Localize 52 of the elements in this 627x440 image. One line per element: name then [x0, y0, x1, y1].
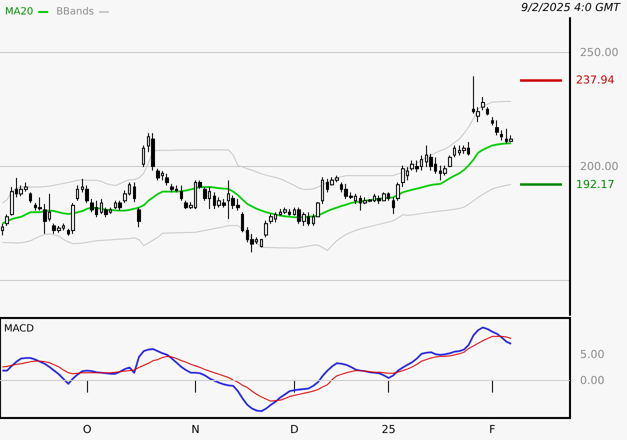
candlestick [241, 212, 244, 233]
text: 9/2/2025 4:0 GMT [521, 1, 622, 14]
candlestick [180, 184, 183, 202]
candlestick [448, 155, 452, 168]
candlestick [443, 165, 447, 176]
ref-line-label: 192.17 [576, 178, 614, 191]
candlestick [269, 214, 273, 224]
line-series [2, 184, 512, 252]
candlestick [396, 182, 400, 202]
line-series [2, 336, 512, 402]
candlestick [156, 168, 160, 181]
candlestick [491, 116, 494, 126]
x-tick-label: F [489, 423, 496, 436]
x-tick-label: N [191, 423, 200, 436]
candlestick [118, 200, 122, 212]
candlestick [5, 214, 9, 226]
legend-label: BBands [56, 6, 94, 18]
candlestick [29, 192, 32, 204]
candlestick [283, 207, 287, 215]
y-tick-label: 0.00 [580, 374, 604, 388]
candlestick [165, 173, 169, 186]
candlestick [38, 196, 42, 212]
x-tick-label: D [290, 423, 299, 436]
candlestick [71, 202, 75, 234]
candlestick [90, 198, 94, 213]
candlestick [76, 184, 79, 202]
candlestick [481, 96, 485, 111]
candlestick [500, 130, 503, 141]
candlestick [486, 106, 489, 116]
x-tick-label: O [82, 423, 92, 436]
candlestick [462, 144, 466, 154]
candlestick [151, 132, 155, 172]
candlestick [495, 120, 499, 136]
legend-label: MA20 [4, 6, 34, 18]
candlestick [453, 144, 456, 158]
y-tick-label: 250.00 [580, 46, 618, 59]
candlestick [133, 182, 136, 203]
y-tick-label: 200.00 [580, 160, 618, 173]
candlestick [401, 165, 405, 188]
candlestick [392, 196, 395, 215]
ref-line-label: 237.94 [576, 73, 614, 86]
text: MACD [4, 324, 34, 334]
candlestick [1, 223, 4, 236]
candlestick [321, 176, 324, 204]
candlestick [264, 220, 268, 238]
x-tick-label: 25 [382, 423, 396, 436]
candlestick [260, 238, 263, 248]
candlestick [142, 144, 145, 168]
candlestick [170, 183, 174, 193]
line-series [1, 142, 512, 225]
candlestick [137, 207, 141, 228]
y-tick-label: 5.00 [580, 348, 604, 361]
